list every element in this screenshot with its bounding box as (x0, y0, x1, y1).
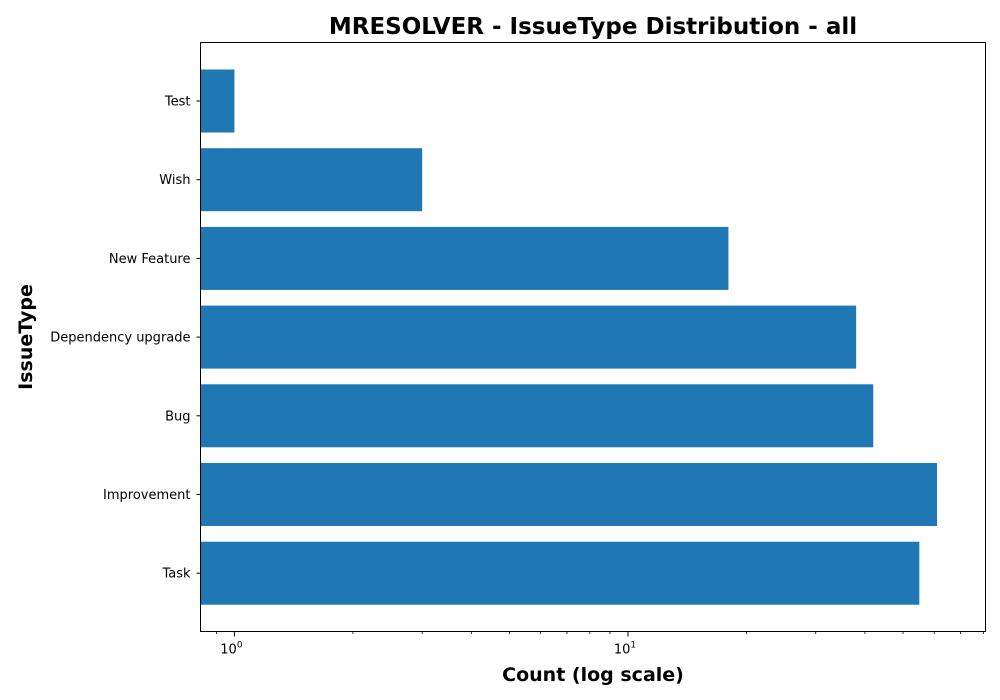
x-axis-ticks: 100 101 (216, 631, 984, 658)
y-tick-label: Task (161, 567, 191, 582)
bar-wish (200, 148, 423, 212)
bar-new-feature (200, 226, 729, 290)
y-tick-label: Bug (165, 409, 190, 424)
bar-dependency-upgrade (200, 305, 857, 369)
y-axis-label: IssueType (15, 284, 37, 390)
y-axis-ticks: Test Wish New Feature Dependency upgrade Bug… (50, 95, 201, 582)
x-tick-label: 101 (614, 641, 636, 658)
bar-test (200, 69, 235, 133)
bar-bug (200, 384, 874, 448)
x-axis-label: Count (log scale) (502, 664, 684, 686)
y-tick-label: Dependency upgrade (50, 331, 190, 346)
bar-improvement (200, 463, 938, 526)
chart-title: MRESOLVER - IssueType Distribution - all (329, 14, 857, 40)
bars-group (200, 69, 938, 605)
x-tick-label: 100 (220, 641, 243, 658)
y-tick-label: Improvement (103, 488, 190, 503)
y-tick-label: New Feature (109, 252, 191, 267)
y-tick-label: Wish (159, 173, 190, 188)
bar-task (200, 541, 920, 605)
y-tick-label: Test (164, 95, 191, 110)
